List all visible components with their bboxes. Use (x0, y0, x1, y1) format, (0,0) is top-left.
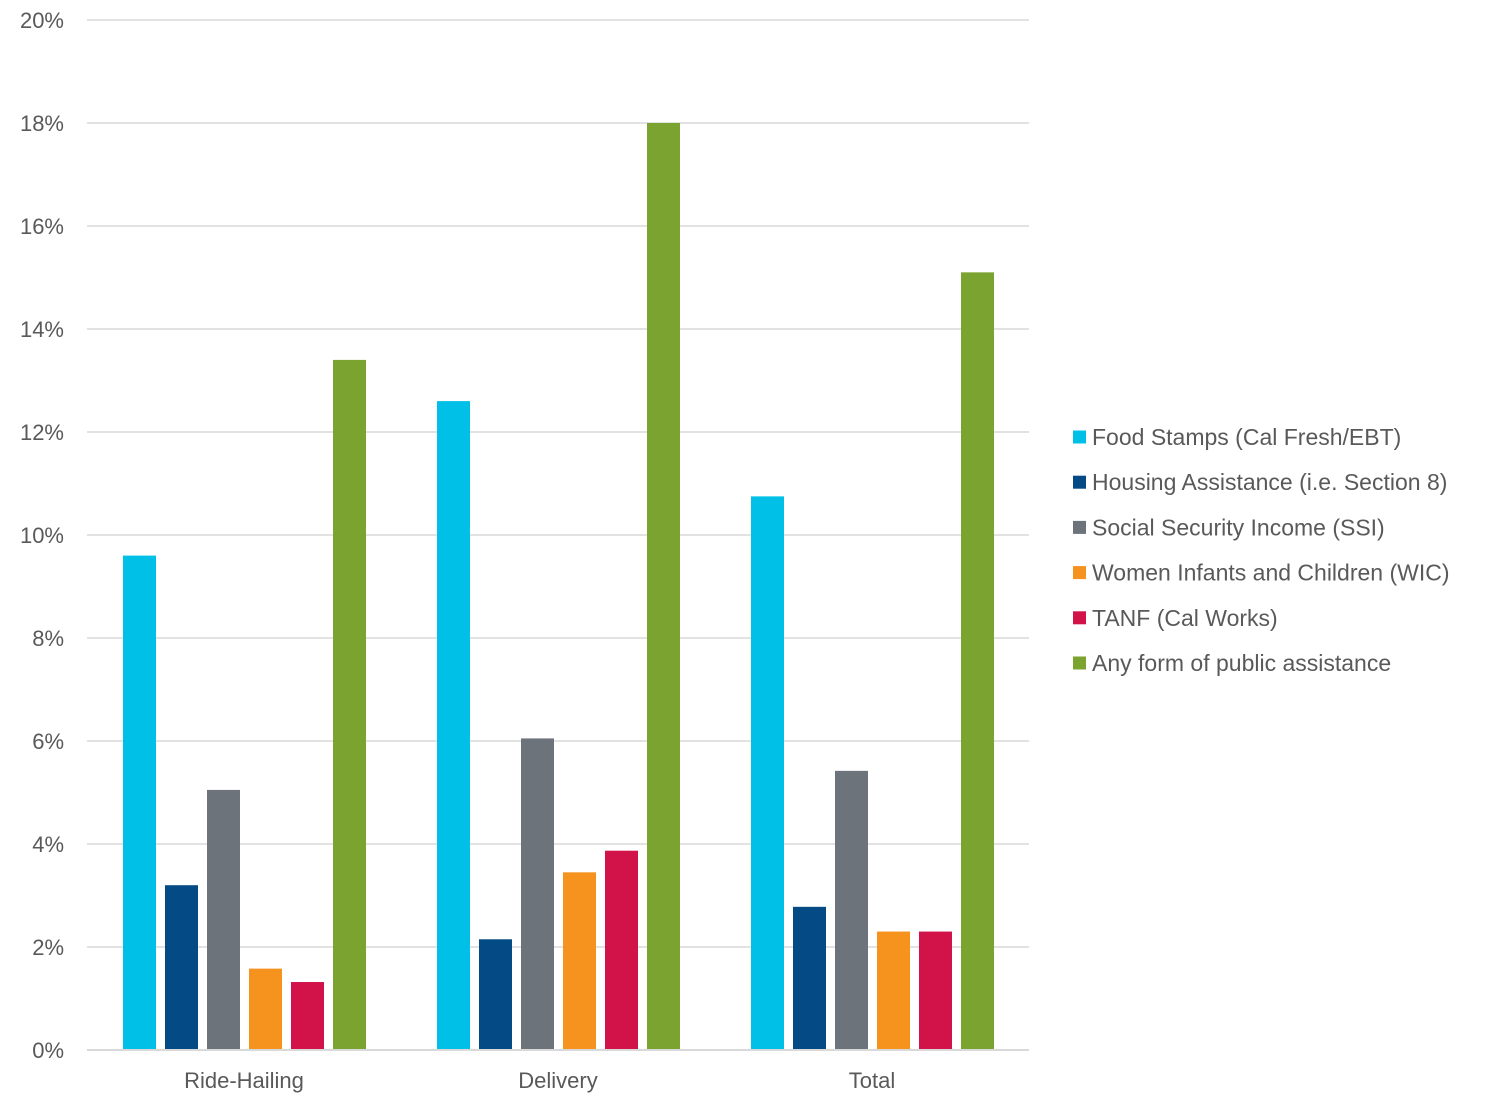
legend-item: TANF (Cal Works) (1073, 605, 1278, 631)
bar-delivery-series-1 (479, 939, 512, 1050)
legend-swatch (1073, 475, 1086, 489)
legend-label: Food Stamps (Cal Fresh/EBT) (1092, 424, 1401, 450)
legend-item: Any form of public assistance (1073, 650, 1391, 676)
y-tick-label: 20% (20, 8, 64, 33)
bar-total-series-5 (961, 272, 994, 1051)
bar-ride-hailing-series-4 (291, 982, 324, 1050)
x-tick-label: Total (849, 1068, 895, 1093)
legend-label: Any form of public assistance (1092, 650, 1391, 676)
legend-item: Food Stamps (Cal Fresh/EBT) (1073, 424, 1401, 450)
legend-swatch (1073, 430, 1086, 444)
bar-ride-hailing-series-0 (123, 555, 156, 1050)
legend-swatch (1073, 520, 1086, 534)
legend-item: Women Infants and Children (WIC) (1073, 560, 1450, 586)
y-tick-label: 12% (20, 420, 64, 445)
y-tick-label: 18% (20, 111, 64, 136)
gridlines (87, 19, 1029, 948)
legend-label: TANF (Cal Works) (1092, 605, 1278, 631)
bar-total-series-0 (751, 496, 784, 1050)
bar-ride-hailing-series-1 (165, 885, 198, 1050)
bar-ride-hailing-series-2 (207, 789, 240, 1050)
y-tick-label: 10% (20, 523, 64, 548)
bar-delivery-series-3 (563, 872, 596, 1050)
legend-swatch (1073, 566, 1086, 580)
y-axis-tick-labels: 0% 2% 4% 6% 8% 10% 12% 14% 16% 18% 20% (20, 8, 64, 1063)
legend-label: Social Security Income (SSI) (1092, 514, 1385, 540)
x-axis-tick-labels: Ride-Hailing Delivery Total (184, 1068, 895, 1093)
bar-total-series-1 (793, 906, 826, 1050)
y-tick-label: 2% (32, 935, 64, 960)
y-tick-label: 0% (32, 1038, 64, 1063)
legend: Food Stamps (Cal Fresh/EBT) Housing Assis… (1073, 424, 1450, 676)
x-tick-label: Delivery (518, 1068, 597, 1093)
bar-total-series-3 (877, 931, 910, 1050)
legend-label: Women Infants and Children (WIC) (1092, 560, 1450, 586)
bars (123, 123, 994, 1051)
bar-total-series-4 (919, 931, 952, 1050)
x-tick-label: Ride-Hailing (184, 1068, 304, 1093)
bar-ride-hailing-series-3 (249, 968, 282, 1050)
bar-delivery-series-2 (521, 738, 554, 1050)
legend-label: Housing Assistance (i.e. Section 8) (1092, 469, 1447, 495)
legend-swatch (1073, 611, 1086, 625)
bar-delivery-series-0 (437, 401, 470, 1051)
y-tick-label: 6% (32, 729, 64, 754)
bar-delivery-series-4 (605, 850, 638, 1050)
bar-delivery-series-5 (647, 123, 680, 1050)
y-tick-label: 14% (20, 317, 64, 342)
y-tick-label: 8% (32, 626, 64, 651)
bar-total-series-2 (835, 770, 868, 1050)
y-tick-label: 16% (20, 214, 64, 239)
y-tick-label: 4% (32, 832, 64, 857)
bar-ride-hailing-series-5 (333, 359, 366, 1050)
legend-item: Housing Assistance (i.e. Section 8) (1073, 469, 1447, 495)
legend-swatch (1073, 656, 1086, 670)
legend-item: Social Security Income (SSI) (1073, 514, 1385, 540)
